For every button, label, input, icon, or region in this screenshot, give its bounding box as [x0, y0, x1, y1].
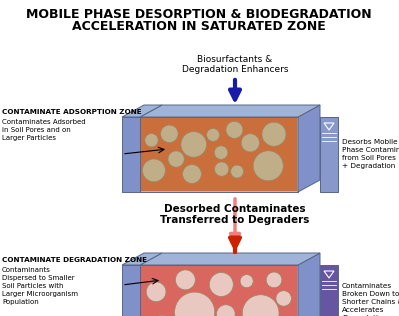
Text: Desorbs Mobile
Phase Contaminates
from Soil Pores
+ Degradation: Desorbs Mobile Phase Contaminates from S… — [342, 139, 399, 169]
Circle shape — [241, 134, 259, 152]
Text: Contaminants
Dispersed to Smaller
Soil Particles with
Larger Microorganism
Popul: Contaminants Dispersed to Smaller Soil P… — [2, 267, 78, 305]
Text: CONTAMINATE ADSORPTION ZONE: CONTAMINATE ADSORPTION ZONE — [2, 109, 142, 115]
Circle shape — [216, 305, 235, 316]
Polygon shape — [140, 105, 320, 117]
Circle shape — [145, 134, 158, 147]
Polygon shape — [122, 253, 162, 265]
Polygon shape — [140, 265, 298, 316]
Polygon shape — [140, 117, 298, 192]
Circle shape — [183, 165, 201, 183]
Circle shape — [276, 291, 291, 306]
Circle shape — [231, 165, 243, 178]
Polygon shape — [122, 117, 140, 192]
Circle shape — [214, 146, 228, 159]
Circle shape — [262, 122, 286, 146]
Circle shape — [146, 282, 166, 302]
Circle shape — [240, 275, 253, 288]
Polygon shape — [320, 117, 338, 192]
Circle shape — [242, 295, 279, 316]
Circle shape — [152, 315, 172, 316]
Circle shape — [266, 272, 282, 288]
Polygon shape — [298, 253, 320, 316]
Text: Contaminates
Broken Down to
Shorter Chains &
Accelerates
Degradation: Contaminates Broken Down to Shorter Chai… — [342, 283, 399, 316]
Circle shape — [161, 125, 178, 143]
Text: Contaminates Adsorbed
in Soil Pores and on
Larger Particles: Contaminates Adsorbed in Soil Pores and … — [2, 119, 86, 141]
Text: Desorbed Contaminates
Transferred to Degraders: Desorbed Contaminates Transferred to Deg… — [160, 204, 310, 225]
Polygon shape — [122, 105, 162, 117]
Polygon shape — [141, 266, 297, 316]
Polygon shape — [122, 265, 140, 316]
Text: ACCELERATION IN SATURATED ZONE: ACCELERATION IN SATURATED ZONE — [72, 20, 326, 33]
Circle shape — [176, 270, 196, 290]
Text: Biosurfactants &
Degradation Enhancers: Biosurfactants & Degradation Enhancers — [182, 55, 288, 74]
Circle shape — [215, 162, 229, 176]
Polygon shape — [298, 105, 320, 192]
Polygon shape — [320, 265, 338, 316]
Circle shape — [142, 159, 165, 182]
Circle shape — [209, 272, 233, 296]
Circle shape — [253, 151, 283, 181]
Polygon shape — [140, 253, 320, 265]
Circle shape — [181, 132, 207, 157]
Circle shape — [175, 292, 215, 316]
Circle shape — [168, 151, 184, 167]
Polygon shape — [141, 118, 297, 191]
Circle shape — [207, 129, 219, 141]
Polygon shape — [141, 118, 297, 191]
Polygon shape — [141, 266, 297, 316]
Text: MOBILE PHASE DESORPTION & BIODEGRADATION: MOBILE PHASE DESORPTION & BIODEGRADATION — [26, 8, 372, 21]
Text: CONTAMINATE DEGRADATION ZONE: CONTAMINATE DEGRADATION ZONE — [2, 257, 147, 263]
Circle shape — [226, 121, 243, 138]
